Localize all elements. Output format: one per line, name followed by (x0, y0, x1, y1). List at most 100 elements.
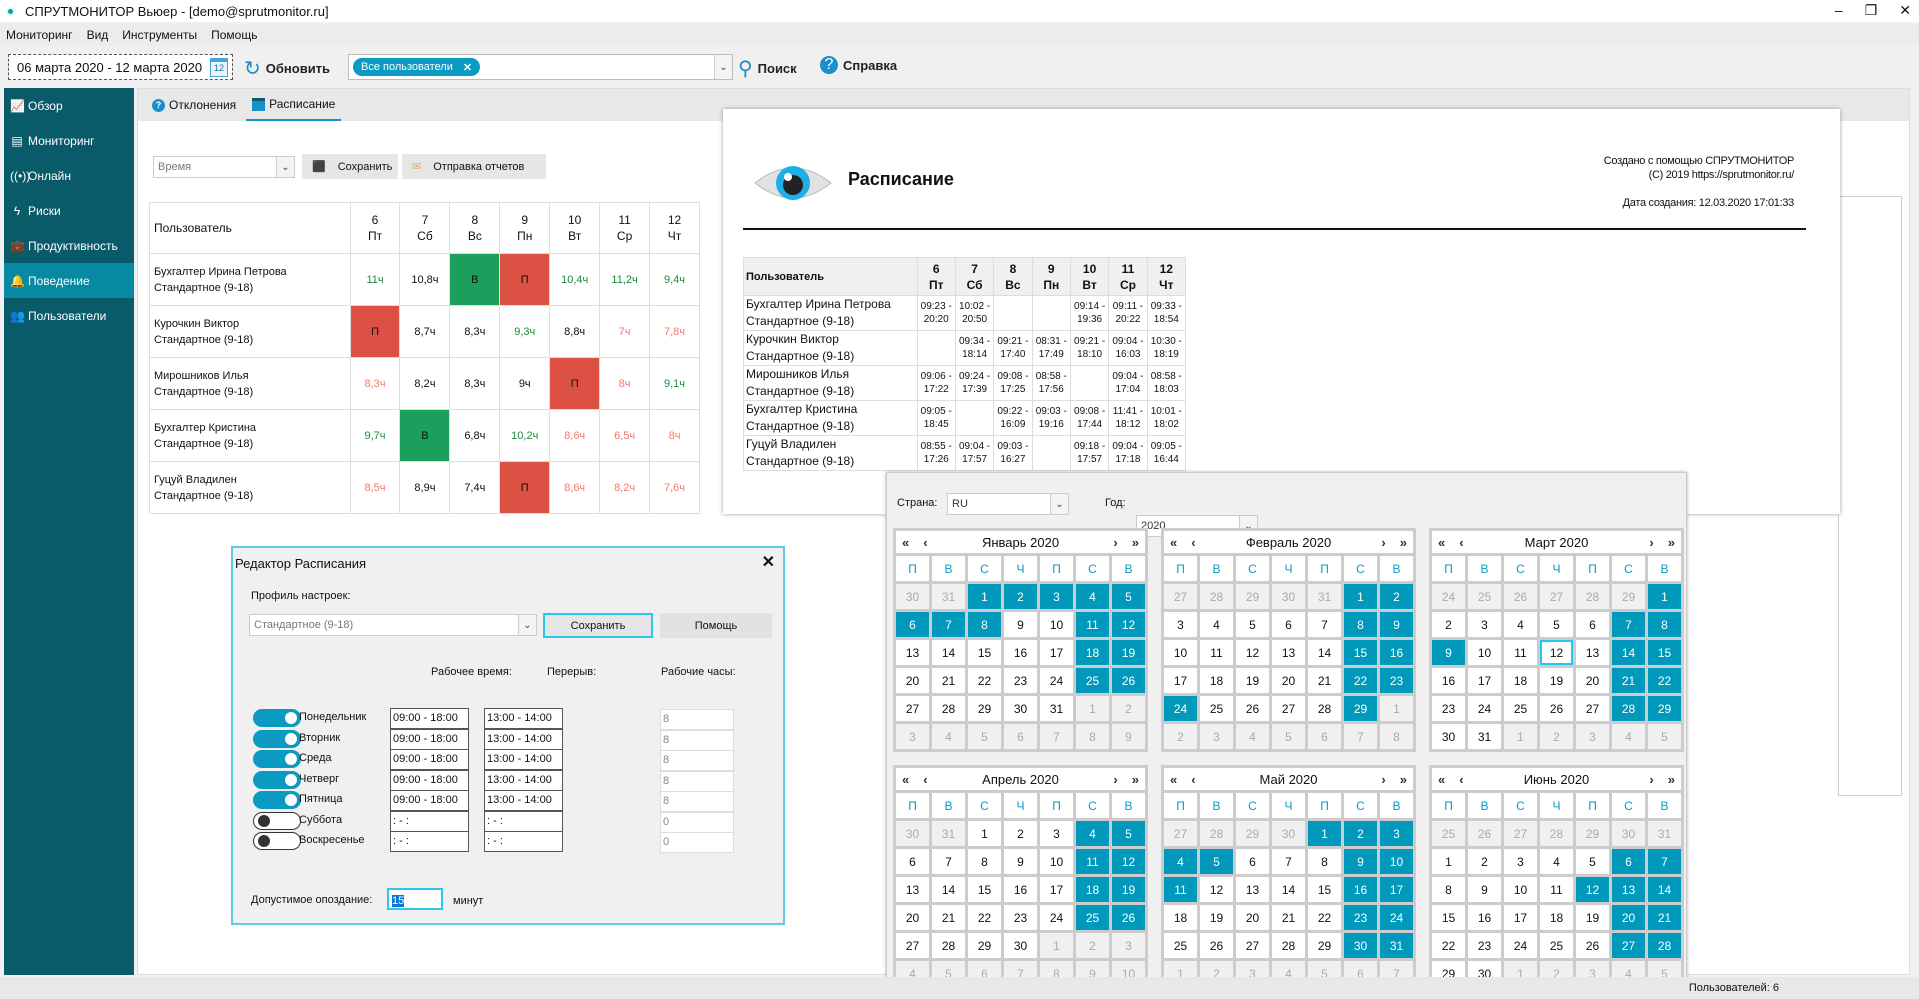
holiday-day[interactable]: 1 (1648, 584, 1681, 609)
calendar-day[interactable]: 2 (1164, 724, 1197, 749)
calendar-day[interactable]: 20 (1236, 905, 1269, 930)
search-button[interactable]: ⚲ Поиск (738, 56, 797, 81)
calendar-day[interactable]: 7 (932, 849, 965, 874)
sidebar-item[interactable]: 👥 Пользователи (4, 298, 134, 333)
break-input[interactable]: 13:00 - 14:00 (484, 769, 563, 791)
holiday-day[interactable]: 20 (1612, 905, 1645, 930)
holiday-day[interactable]: 11 (1076, 612, 1109, 637)
holiday-day[interactable]: 21 (1612, 668, 1645, 693)
hours-cell[interactable]: 7,4ч (449, 461, 501, 514)
calendar-day[interactable]: 23 (1004, 668, 1037, 693)
next-year-icon[interactable]: » (1131, 534, 1139, 550)
calendar-day[interactable]: 31 (1468, 724, 1501, 749)
calendar-day[interactable]: 1 (1504, 724, 1537, 749)
hours-cell[interactable]: 8,3ч (349, 357, 401, 410)
hours-cell[interactable]: 7,6ч (649, 461, 700, 514)
hours-cell[interactable]: 9,3ч (499, 305, 551, 358)
hours-cell[interactable]: 8,2ч (399, 357, 451, 410)
hours-cell[interactable]: В (399, 409, 451, 462)
holiday-day[interactable]: 12 (1576, 877, 1609, 902)
next-year-icon[interactable]: » (1667, 534, 1675, 550)
table-row[interactable]: Бухгалтер Ирина Петрова Стандартное (9-18… (149, 253, 700, 306)
calendar-day[interactable]: 26 (1236, 696, 1269, 721)
calendar-day[interactable]: 10 (1468, 640, 1501, 665)
holiday-day[interactable]: 5 (1200, 849, 1233, 874)
calendar-day[interactable]: 29 (968, 696, 1001, 721)
calendar-day[interactable]: 2 (1540, 724, 1573, 749)
calendar-day[interactable]: 4 (1612, 724, 1645, 749)
holiday-day[interactable]: 7 (932, 612, 965, 637)
calendar-day[interactable]: 26 (1468, 821, 1501, 846)
calendar-day[interactable]: 5 (1272, 724, 1305, 749)
hours-cell[interactable]: 8,5ч (349, 461, 401, 514)
holiday-day[interactable]: 12 (1112, 849, 1145, 874)
holiday-day[interactable]: 25 (1076, 905, 1109, 930)
calendar-day[interactable]: 11 (1504, 640, 1537, 665)
calendar-day[interactable]: 25 (1504, 696, 1537, 721)
holiday-day[interactable]: 16 (1344, 877, 1377, 902)
hours-cell[interactable]: 9,1ч (649, 357, 700, 410)
maximize-button[interactable]: ❐ (1864, 2, 1878, 18)
calendar-day[interactable]: 26 (1200, 933, 1233, 958)
prev-month-icon[interactable]: ‹ (923, 771, 928, 787)
calendar-day[interactable]: 10 (1164, 640, 1197, 665)
editor-help-button[interactable]: Помощь (660, 613, 772, 638)
holiday-day[interactable]: 22 (1648, 668, 1681, 693)
calendar-day[interactable]: 28 (1540, 821, 1573, 846)
calendar-day[interactable]: 6 (1308, 724, 1341, 749)
calendar-day[interactable]: 21 (1308, 668, 1341, 693)
day-toggle[interactable] (253, 729, 301, 748)
calendar-day[interactable]: 2 (1076, 933, 1109, 958)
next-month-icon[interactable]: › (1381, 534, 1386, 550)
break-input[interactable]: 13:00 - 14:00 (484, 728, 563, 750)
prev-year-icon[interactable]: « (1438, 534, 1446, 550)
work-time-input[interactable]: 09:00 - 18:00 (390, 769, 469, 791)
calendar-day[interactable]: 27 (1164, 821, 1197, 846)
calendar-day[interactable]: 5 (1576, 849, 1609, 874)
break-input[interactable]: 13:00 - 14:00 (484, 790, 563, 811)
mode-select[interactable]: Время ⌄ (153, 156, 295, 178)
calendar-day[interactable]: 30 (896, 584, 929, 609)
calendar-day[interactable]: 11 (1200, 640, 1233, 665)
calendar-day[interactable]: 30 (1272, 821, 1305, 846)
prev-year-icon[interactable]: « (1170, 771, 1178, 787)
calendar-icon[interactable]: 12 (210, 58, 228, 77)
calendar-day[interactable]: 14 (932, 877, 965, 902)
calendar-day[interactable]: 27 (896, 933, 929, 958)
menu-view[interactable]: Вид (86, 28, 109, 42)
sidebar-item[interactable]: 📈 Обзор (4, 88, 134, 123)
calendar-day[interactable]: 29 (1308, 933, 1341, 958)
calendar-day[interactable]: 13 (896, 640, 929, 665)
holiday-day[interactable]: 6 (1612, 849, 1645, 874)
calendar-day[interactable]: 19 (1236, 668, 1269, 693)
next-month-icon[interactable]: › (1649, 771, 1654, 787)
holiday-day[interactable]: 15 (1648, 640, 1681, 665)
work-time-input[interactable]: 09:00 - 18:00 (390, 749, 469, 770)
calendar-day[interactable]: 13 (1236, 877, 1269, 902)
hours-cell[interactable]: 9,7ч (349, 409, 401, 462)
calendar-day[interactable]: 10 (1040, 849, 1073, 874)
hours-cell[interactable]: 9,4ч (649, 253, 700, 306)
holiday-day[interactable]: 8 (1344, 612, 1377, 637)
calendar-day[interactable]: 24 (1040, 905, 1073, 930)
calendar-day[interactable]: 3 (1164, 612, 1197, 637)
calendar-day[interactable]: 13 (1576, 640, 1609, 665)
calendar-day[interactable]: 15 (1432, 905, 1465, 930)
holiday-day[interactable]: 9 (1380, 612, 1413, 637)
holiday-day[interactable]: 13 (1612, 877, 1645, 902)
work-time-input[interactable]: : - : (390, 831, 469, 852)
prev-month-icon[interactable]: ‹ (1459, 771, 1464, 787)
calendar-day[interactable]: 24 (1040, 668, 1073, 693)
calendar-day[interactable]: 3 (896, 724, 929, 749)
calendar-day[interactable]: 27 (1576, 696, 1609, 721)
holiday-day[interactable]: 9 (1344, 849, 1377, 874)
sidebar-item[interactable]: ϟ Риски (4, 193, 134, 228)
calendar-day[interactable]: 1 (1432, 849, 1465, 874)
work-time-input[interactable]: : - : (390, 810, 469, 832)
calendar-day[interactable]: 27 (1164, 584, 1197, 609)
calendar-day[interactable]: 29 (1236, 821, 1269, 846)
calendar-day[interactable]: 8 (1076, 724, 1109, 749)
calendar-day[interactable]: 30 (1612, 821, 1645, 846)
calendar-day[interactable]: 6 (1004, 724, 1037, 749)
day-toggle[interactable] (253, 811, 301, 830)
